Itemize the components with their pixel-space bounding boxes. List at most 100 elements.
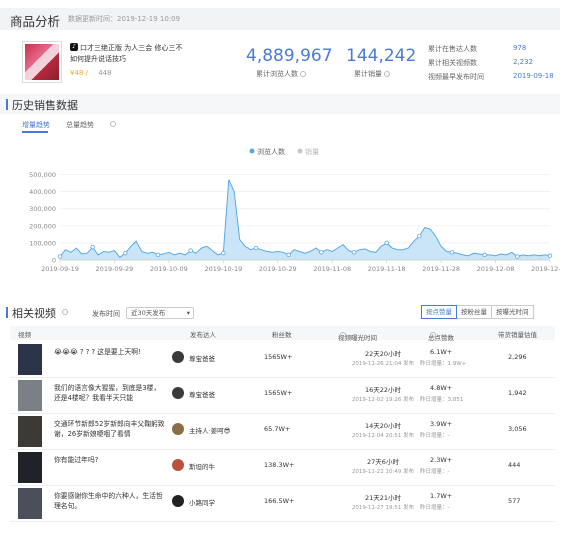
data-point [515,254,520,259]
data-point [253,245,259,251]
author-name[interactable]: 主持人·姜呵😎 [189,427,231,435]
tab-incremental[interactable]: 增量趋势 [22,121,50,129]
y-tick-label: 0 [52,257,56,265]
author-name[interactable]: 尊宝爸爸 [189,391,215,399]
stat-sellers: 累计在售达人数 978 [428,44,527,53]
video-title[interactable]: 你有能过年吗? [54,456,99,464]
video-title[interactable]: 你要感谢你生命中的六种人，生活哲理名句。 [54,492,163,510]
data-point [221,250,226,256]
fans-count: 65.7W+ [264,425,291,433]
data-point [90,244,95,250]
table-row[interactable]: 你要感谢你生命中的六种人，生活哲理名句。 小路同学 166.5W+ 21天21小时 20… [10,486,555,522]
data-point [384,240,389,246]
product-price: ¥48 / 448 [70,69,112,77]
product-card: ♪ 口才三绝正版 为人三会 修心三不 如何提升说话技巧 ¥48 / 448 4,… [10,36,555,88]
tab-cumulative[interactable]: 总量趋势 [66,121,94,129]
legend-marker [249,148,255,154]
data-point [123,250,128,256]
likes-yesterday: 昨日增量：1.9W+ [420,361,467,367]
fans-count: 1565W+ [264,389,293,397]
publish-time: 2019-12-02 19:26 发布 [351,397,415,403]
legend-marker [297,148,303,154]
x-tick-label: 2019-10-29 [259,265,297,273]
history-section-title: 历史销售数据 [12,99,78,112]
sales-estimate: 577 [508,497,521,505]
stat-videos: 累计相关视频数 2,232 [428,58,534,67]
fans-count: 138.3W+ [264,461,295,469]
data-point [547,253,553,258]
sort-by-likes-button[interactable]: 按点赞量 [421,305,457,319]
video-title[interactable]: 交通环节新郎52岁新郎向丰父鞠躬致谢，26岁新娘哽咽了看情 [54,420,165,438]
total-likes: 4.8W+ [430,384,453,392]
total-likes: 3.9W+ [430,420,453,428]
x-tick-label: 2019-10-09 [150,265,188,273]
sort-by-fans-button[interactable]: 按粉丝量 [456,305,492,319]
x-tick-label: 2019-09-19 [41,265,79,273]
video-thumbnail[interactable] [18,380,42,411]
avatar[interactable] [172,459,184,471]
data-point [449,250,455,255]
col-fans[interactable]: 粉丝数 [272,331,292,339]
author-name[interactable]: 小路同学 [189,499,215,507]
product-name-line2[interactable]: 如何提升说话技巧 [70,55,126,63]
video-thumbnail[interactable] [18,344,42,375]
total-views-value: 4,889,967 [246,46,333,66]
x-tick-label: 2019-12-18 [531,265,560,273]
info-icon[interactable] [300,71,306,77]
publish-time: 2019-11-27 19:51 发布 [351,505,415,511]
history-section-header: 历史销售数据 [0,94,560,114]
x-tick-label: 2019-12-08 [477,265,515,273]
y-tick-label: 100,000 [29,239,56,247]
x-tick-label: 2019-10-19 [204,265,242,273]
related-section-title: 相关视频 [12,307,56,320]
x-tick-label: 2019-11-28 [422,265,460,273]
publish-time-select[interactable]: 近30天发布 ▾ [126,307,194,319]
sort-by-exposure-button[interactable]: 按曝光时间 [491,305,534,319]
douyin-icon: ♪ [70,43,78,51]
publish-time: 2019-11-22 10:49 发布 [351,469,415,475]
exposure-duration: 16天22小时 [364,386,402,394]
info-icon[interactable] [384,71,390,77]
total-sales-value: 144,242 [346,46,417,66]
data-point [482,252,487,258]
avatar[interactable] [172,351,184,363]
series-line [59,179,551,259]
table-row[interactable]: 我们的语言像大猩猩，到底是3楼，还是4楼呢？我看半天只能 尊宝爸爸 1565W+ 16… [10,378,555,414]
chart-svg: 浏览人数 销量 0 100,000 200,000 300,000 400,000 500,0… [29,147,565,273]
avatar[interactable] [172,495,184,507]
table-row[interactable]: 😭😭😭 ? ? ? 这是要上天啊! 尊宝爸爸 1565W+ 22天20小时 2019-1… [10,342,555,378]
total-sales-label: 累计销量 [354,69,390,79]
data-point [155,252,161,258]
update-time: 数据更新时间：2019-12-19 10:09 [68,15,181,23]
likes-yesterday: 昨日增量：- [420,505,450,511]
author-name[interactable]: 尊宝爸爸 [189,355,215,363]
data-point [351,250,357,255]
sales-estimate: 444 [508,461,521,469]
likes-yesterday: 昨日增量：- [420,433,450,439]
help-icon[interactable] [108,120,116,128]
likes-yesterday: 昨日增量：3,851 [420,397,464,403]
chevron-down-icon: ▾ [186,309,190,317]
video-thumbnail[interactable] [18,488,42,519]
video-thumbnail[interactable] [18,452,42,483]
sales-estimate: 1,942 [508,389,527,397]
table-row[interactable]: 你有能过年吗? 斯坦的牛 138.3W+ 27天6小时 2019-11-22 10:49… [10,450,555,486]
publish-time: 2019-12-04 20:51 发布 [351,433,415,439]
video-title[interactable]: 😭😭😭 ? ? ? 这是要上天啊! [54,348,141,356]
video-title[interactable]: 我们的语言像大猩猩，到底是3楼，还是4楼呢？我看半天只能 [54,384,161,402]
page-title: 商品分析 [10,14,61,29]
table-row[interactable]: 交通环节新郎52岁新郎向丰父鞠躬致谢，26岁新娘哽咽了看情 主持人·姜呵😎 65.7… [10,414,555,450]
video-thumbnail[interactable] [18,416,42,447]
product-thumbnail[interactable] [22,41,62,83]
y-tick-label: 200,000 [29,222,56,230]
author-name[interactable]: 斯坦的牛 [189,463,215,471]
avatar[interactable] [172,387,184,399]
col-author: 发布达人 [190,331,216,339]
avatar[interactable] [172,423,184,435]
total-likes: 6.1W+ [430,348,453,356]
publish-time: 2019-11-26 21:04 发布 [351,361,415,367]
info-icon[interactable] [60,308,68,316]
product-name[interactable]: 口才三绝正版 为人三会 修心三不 [80,44,183,52]
col-sales-estimate: 带货销量估值 [498,331,537,339]
sort-button-group: 按点赞量 按粉丝量 按曝光时间 [421,305,534,319]
